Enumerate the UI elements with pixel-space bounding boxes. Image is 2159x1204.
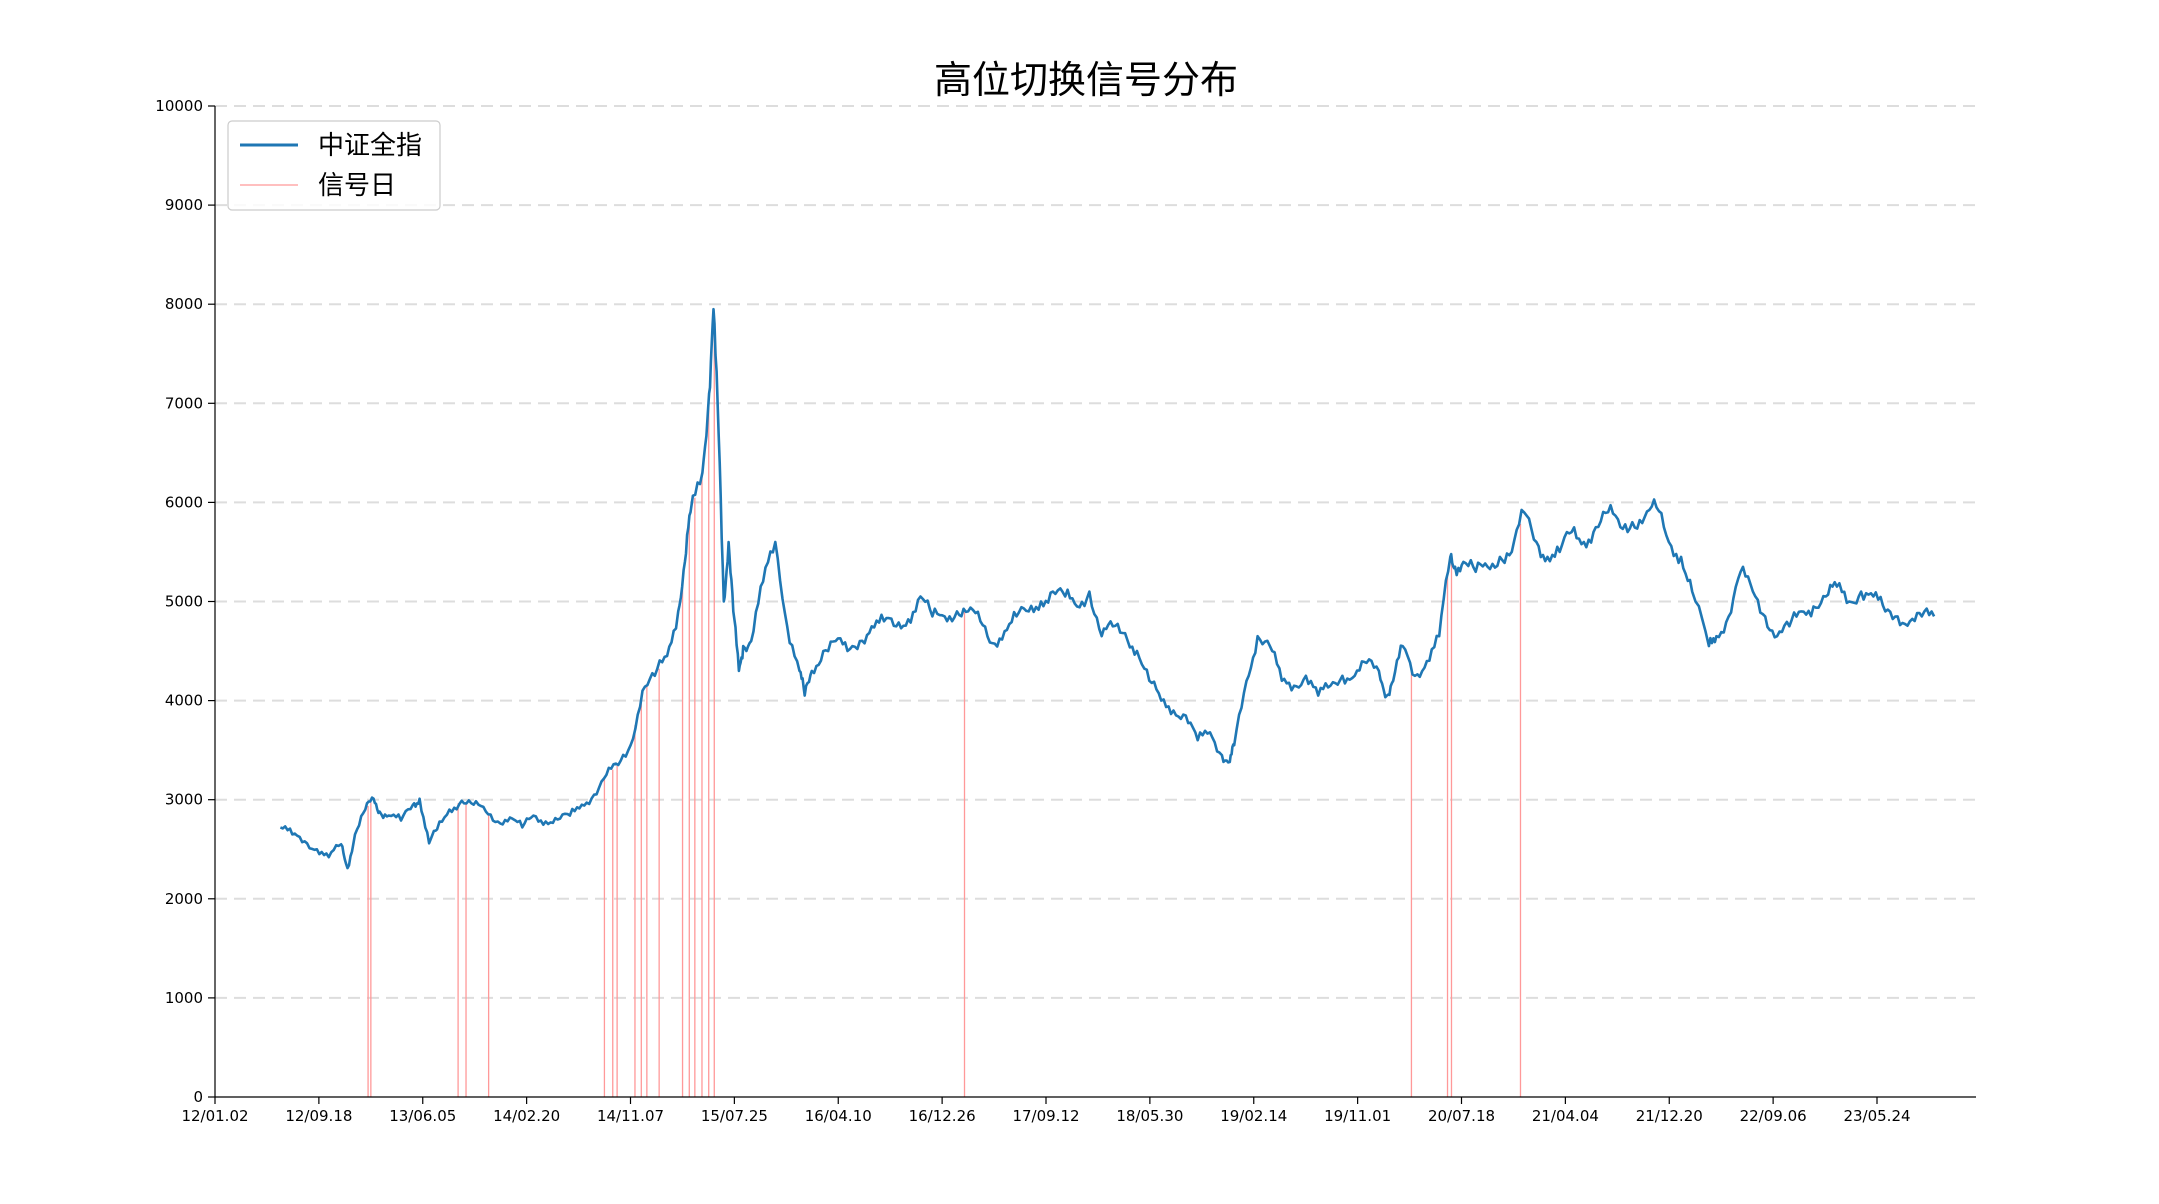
x-tick-label: 14/11.07: [597, 1107, 664, 1125]
y-tick-label: 9000: [165, 196, 203, 214]
y-tick-label: 4000: [165, 692, 203, 710]
grid: [215, 105, 1976, 999]
x-tick-label: 12/01.02: [181, 1107, 248, 1125]
y-tick-label: 10000: [155, 97, 203, 115]
x-tick-label: 23/05.24: [1843, 1107, 1910, 1125]
x-tick-label: 21/04.04: [1532, 1107, 1599, 1125]
x-tick-label: 14/02.20: [493, 1107, 560, 1125]
x-tick-label: 16/04.10: [805, 1107, 872, 1125]
y-tick-label: 3000: [165, 791, 203, 809]
legend: 中证全指 信号日: [227, 120, 441, 211]
x-tick-label: 18/05.30: [1116, 1107, 1183, 1125]
x-tick-label: 19/11.01: [1324, 1107, 1391, 1125]
y-axis-ticks: 0 1000 2000 3000 4000 5000 6000 7000 8000 9000 100…: [155, 97, 215, 1106]
y-tick-label: 6000: [165, 493, 203, 511]
y-tick-label: 5000: [165, 593, 203, 611]
y-tick-label: 7000: [165, 394, 203, 412]
x-tick-label: 22/09.06: [1740, 1107, 1807, 1125]
legend-box: [227, 120, 441, 211]
x-tick-label: 16/12.26: [909, 1107, 976, 1125]
x-tick-label: 21/12.20: [1636, 1107, 1703, 1125]
y-tick-label: 0: [193, 1088, 203, 1106]
x-tick-label: 19/02.14: [1220, 1107, 1287, 1125]
x-axis-ticks: 12/01.02 12/09.18 13/06.05 14/02.20 14/11.07…: [181, 1097, 1911, 1125]
series-line-index: [279, 307, 1936, 870]
series: [279, 307, 1936, 870]
y-tick-label: 1000: [165, 989, 203, 1007]
y-tick-label: 8000: [165, 295, 203, 313]
legend-label-index: 中证全指: [318, 131, 422, 161]
chart-title: 高位切换信号分布: [934, 58, 1238, 102]
y-tick-label: 2000: [165, 890, 203, 908]
x-tick-label: 15/07.25: [701, 1107, 768, 1125]
legend-label-signal: 信号日: [318, 171, 396, 201]
x-tick-label: 20/07.18: [1428, 1107, 1495, 1125]
signal-lines: [367, 328, 1522, 1097]
x-tick-label: 13/06.05: [389, 1107, 456, 1125]
x-tick-label: 12/09.18: [285, 1107, 352, 1125]
x-tick-label: 17/09.12: [1012, 1107, 1079, 1125]
